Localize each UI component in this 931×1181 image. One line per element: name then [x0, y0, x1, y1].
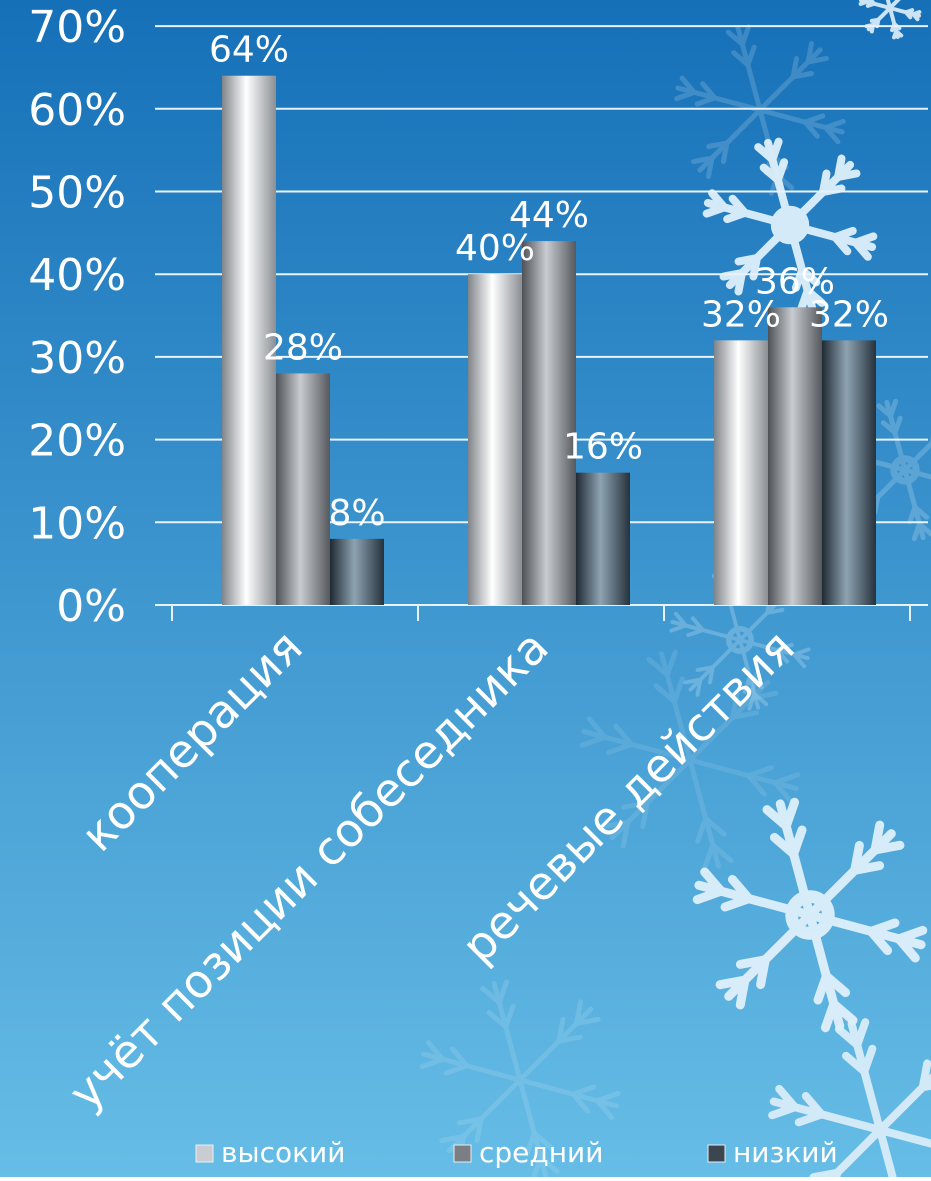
data-labels: 64% 28% 8% 40%44% 16% 32%36%32% — [209, 30, 889, 534]
data-label: 16% — [563, 427, 643, 468]
bar-1-2 — [768, 307, 822, 605]
snowflake-icon — [858, 0, 922, 40]
data-label: 32% — [701, 294, 781, 335]
y-tick-label: 40% — [28, 250, 126, 301]
data-label: 64% — [209, 30, 289, 71]
y-tick-label: 60% — [28, 85, 126, 136]
bar-1-1 — [522, 241, 576, 605]
bar-0-2 — [714, 340, 768, 605]
data-label: 28% — [263, 327, 343, 368]
y-tick-label: 70% — [28, 2, 126, 53]
snowflake-icon — [692, 797, 928, 1033]
y-tick-label: 50% — [28, 168, 126, 219]
legend-swatch — [453, 1144, 472, 1163]
bar-0-0 — [222, 75, 276, 606]
y-tick-label: 20% — [28, 416, 126, 467]
legend-label: высокий — [221, 1136, 345, 1169]
bar-1-0 — [276, 373, 330, 605]
bar-2-0 — [330, 538, 384, 605]
y-tick-label: 30% — [28, 333, 126, 384]
snowflake-icon — [419, 979, 621, 1181]
bar-2-2 — [822, 340, 876, 605]
y-axis-tick-labels: 0% 10% 20% 30% 40% 50% 60% 70% — [28, 2, 126, 632]
y-tick-label: 10% — [28, 498, 126, 549]
y-tick-label: 0% — [56, 581, 126, 632]
snowflake-icon — [768, 1018, 931, 1181]
bar-0-1 — [468, 274, 522, 605]
data-label: 8% — [328, 493, 385, 534]
bar-2-1 — [576, 472, 630, 605]
legend-swatch — [707, 1144, 726, 1163]
bars — [222, 75, 876, 606]
legend-label: низкий — [733, 1136, 838, 1169]
data-label: 40% — [455, 228, 535, 269]
snowflake-decorations — [419, 0, 931, 1181]
legend: высокий средний низкий — [195, 1136, 838, 1169]
snowflake-icon — [579, 649, 801, 871]
legend-swatch — [195, 1144, 214, 1163]
legend-label: средний — [479, 1136, 603, 1169]
data-label: 36% — [755, 261, 835, 302]
data-label: 44% — [509, 195, 589, 236]
data-label: 32% — [809, 294, 889, 335]
